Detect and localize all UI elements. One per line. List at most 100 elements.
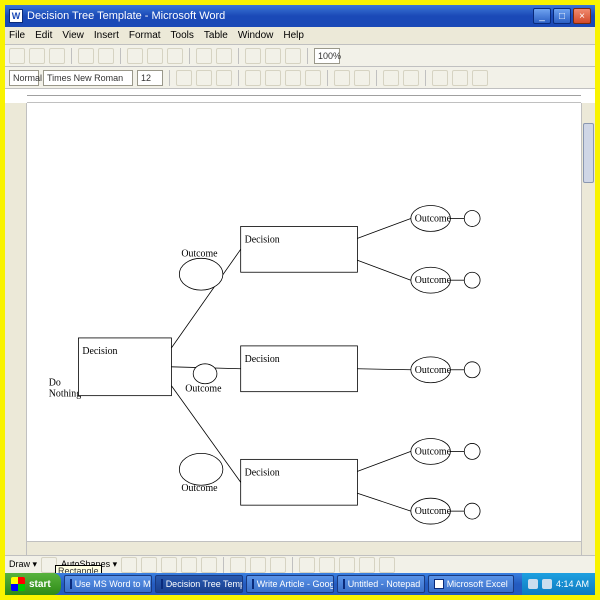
line-style-button[interactable] xyxy=(299,557,315,573)
taskbar-item-3[interactable]: Write Article - Google... xyxy=(246,575,334,593)
taskbar-item-4[interactable]: Untitled - Notepad xyxy=(337,575,425,593)
taskbar-item-2[interactable]: Decision Tree Templ... xyxy=(155,575,243,593)
svg-text:Outcome: Outcome xyxy=(181,248,218,259)
svg-text:Outcome: Outcome xyxy=(181,483,218,494)
svg-text:Outcome: Outcome xyxy=(415,213,452,224)
menu-insert[interactable]: Insert xyxy=(94,30,119,41)
tables-button[interactable] xyxy=(245,48,261,64)
bullets-button[interactable] xyxy=(334,70,350,86)
standard-toolbar: 100% xyxy=(5,45,595,67)
svg-text:Decision: Decision xyxy=(82,346,117,357)
windows-logo-icon xyxy=(11,577,25,591)
highlight-button[interactable] xyxy=(452,70,468,86)
svg-text:Outcome: Outcome xyxy=(415,446,452,457)
undo-button[interactable] xyxy=(196,48,212,64)
menu-edit[interactable]: Edit xyxy=(35,30,52,41)
svg-text:Decision: Decision xyxy=(245,354,280,365)
menu-help[interactable]: Help xyxy=(283,30,304,41)
print-button[interactable] xyxy=(78,48,94,64)
svg-text:Outcome: Outcome xyxy=(415,365,452,376)
line-button[interactable] xyxy=(121,557,137,573)
menu-format[interactable]: Format xyxy=(129,30,161,41)
arrow-style-button[interactable] xyxy=(339,557,355,573)
svg-text:Decision: Decision xyxy=(245,234,280,245)
style-select[interactable]: Normal xyxy=(9,70,39,86)
align-left-button[interactable] xyxy=(245,70,261,86)
close-button[interactable]: × xyxy=(573,8,591,24)
justify-button[interactable] xyxy=(305,70,321,86)
drawing-toolbar: Draw ▾ AutoShapes ▾ Rectangle xyxy=(5,555,595,573)
vertical-ruler[interactable] xyxy=(5,103,27,555)
menu-window[interactable]: Window xyxy=(238,30,274,41)
vertical-scrollbar[interactable] xyxy=(581,103,595,555)
arrow-button[interactable] xyxy=(141,557,157,573)
menu-tools[interactable]: Tools xyxy=(171,30,194,41)
task-icon xyxy=(434,579,444,589)
horizontal-ruler[interactable] xyxy=(27,89,581,103)
svg-text:Do: Do xyxy=(49,378,61,389)
horizontal-scrollbar[interactable] xyxy=(27,541,581,555)
tray-icon[interactable] xyxy=(528,579,538,589)
start-label: start xyxy=(29,579,51,590)
clock: 4:14 AM xyxy=(556,579,589,589)
save-button[interactable] xyxy=(49,48,65,64)
paste-button[interactable] xyxy=(167,48,183,64)
indent-dec-button[interactable] xyxy=(383,70,399,86)
redo-button[interactable] xyxy=(216,48,232,64)
menu-view[interactable]: View xyxy=(62,30,84,41)
rectangle-button[interactable] xyxy=(161,557,177,573)
svg-text:Outcome: Outcome xyxy=(185,384,222,395)
task-icon xyxy=(161,579,163,589)
taskbar-item-1[interactable]: Use MS Word to Mak... xyxy=(64,575,152,593)
line-color-button[interactable] xyxy=(250,557,266,573)
underline-button[interactable] xyxy=(216,70,232,86)
system-tray[interactable]: 4:14 AM xyxy=(522,573,595,595)
columns-button[interactable] xyxy=(265,48,281,64)
dash-style-button[interactable] xyxy=(319,557,335,573)
indent-inc-button[interactable] xyxy=(403,70,419,86)
font-select[interactable]: Times New Roman xyxy=(43,70,133,86)
app-icon: W xyxy=(9,9,23,23)
fill-color-button[interactable] xyxy=(230,557,246,573)
border-button[interactable] xyxy=(432,70,448,86)
zoom-select[interactable]: 100% xyxy=(314,48,340,64)
copy-button[interactable] xyxy=(147,48,163,64)
font-size-select[interactable]: 12 xyxy=(137,70,163,86)
svg-text:Outcome: Outcome xyxy=(415,275,452,286)
svg-text:Nothing: Nothing xyxy=(49,389,81,400)
oval-button[interactable] xyxy=(181,557,197,573)
draw-menu[interactable]: Draw ▾ xyxy=(9,559,37,570)
textbox-button[interactable] xyxy=(201,557,217,573)
taskbar-item-5[interactable]: Microsoft Excel xyxy=(428,575,514,593)
bold-button[interactable] xyxy=(176,70,192,86)
start-button[interactable]: start xyxy=(5,573,61,595)
three-d-button[interactable] xyxy=(379,557,395,573)
new-doc-button[interactable] xyxy=(9,48,25,64)
tray-icon[interactable] xyxy=(542,579,552,589)
maximize-button[interactable]: □ xyxy=(553,8,571,24)
menu-table[interactable]: Table xyxy=(204,30,228,41)
preview-button[interactable] xyxy=(98,48,114,64)
task-icon xyxy=(70,579,72,589)
task-icon xyxy=(252,579,254,589)
drawing-button[interactable] xyxy=(285,48,301,64)
svg-text:Decision: Decision xyxy=(245,467,280,478)
formatting-toolbar: Normal Times New Roman 12 xyxy=(5,67,595,89)
font-color-draw-button[interactable] xyxy=(270,557,286,573)
svg-text:Outcome: Outcome xyxy=(415,506,452,517)
italic-button[interactable] xyxy=(196,70,212,86)
open-button[interactable] xyxy=(29,48,45,64)
document-page[interactable]: DoNothing Decision Outcome Outcome Outcome De… xyxy=(27,103,581,541)
cut-button[interactable] xyxy=(127,48,143,64)
numbering-button[interactable] xyxy=(354,70,370,86)
align-right-button[interactable] xyxy=(285,70,301,86)
minimize-button[interactable]: _ xyxy=(533,8,551,24)
font-color-button[interactable] xyxy=(472,70,488,86)
menu-bar: File Edit View Insert Format Tools Table… xyxy=(5,27,595,45)
align-center-button[interactable] xyxy=(265,70,281,86)
shadow-button[interactable] xyxy=(359,557,375,573)
menu-file[interactable]: File xyxy=(9,30,25,41)
document-area: DoNothing Decision Outcome Outcome Outcome De… xyxy=(5,103,595,555)
window-title: Decision Tree Template - Microsoft Word xyxy=(27,10,225,22)
windows-taskbar: start Use MS Word to Mak... Decision Tre… xyxy=(5,573,595,595)
